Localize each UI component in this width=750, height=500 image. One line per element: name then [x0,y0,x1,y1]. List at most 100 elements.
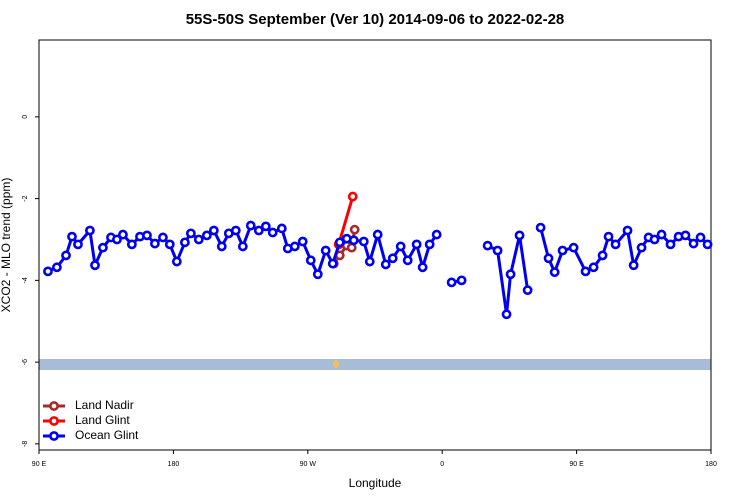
point [446,277,457,288]
x-axis-label: Longitude [349,476,402,490]
point [514,230,525,241]
point [112,234,122,245]
point [253,225,264,236]
point [327,258,338,269]
point [358,236,369,247]
point [610,239,621,250]
point [164,239,175,250]
point [628,260,639,271]
point [424,239,435,250]
point [320,245,331,256]
point [665,239,676,250]
point [580,266,591,277]
point [179,237,190,248]
point [85,225,95,236]
point [535,222,546,233]
point [267,227,278,238]
point [372,229,383,240]
point [126,239,137,250]
point [230,225,241,236]
legend-marker [49,401,59,411]
point [201,230,212,241]
point [237,241,248,252]
point [680,230,691,241]
point [557,245,568,256]
x-tick-label: 90 W [300,461,317,468]
point [185,228,196,239]
point [297,236,308,247]
point [492,245,503,256]
x-tick-label: 0 [440,461,444,468]
point [43,266,53,277]
point [482,240,493,251]
series-line [337,196,355,245]
point [411,239,422,250]
point [349,224,360,235]
point [402,255,413,266]
point [289,241,300,252]
point [90,260,100,271]
point [568,242,579,253]
point [656,229,667,240]
point [67,231,77,242]
point [387,253,398,264]
point [158,232,168,243]
point [522,285,533,296]
point [142,230,152,241]
point [695,232,706,243]
point [245,220,256,231]
point [597,250,608,261]
point [208,225,219,236]
legend-label: Land Nadir [75,398,134,412]
point [52,262,62,273]
point [702,239,713,250]
point [688,238,699,249]
point [171,256,182,267]
point [417,262,428,273]
point [305,255,316,266]
legend-marker [49,416,59,426]
point [622,225,633,236]
point [73,239,83,250]
y-tick-label: -6 [22,359,29,365]
point [395,241,406,252]
y-tick-label: -4 [22,277,29,283]
point [312,269,323,280]
point [149,238,160,249]
point [347,191,358,202]
point [549,267,560,278]
point [260,221,271,232]
land-speck [333,360,339,368]
point [636,242,647,253]
point [193,234,204,245]
point [216,241,227,252]
y-tick-label: -8 [22,441,29,447]
point [501,309,512,320]
y-tick-label: -2 [22,195,29,201]
point [543,253,554,264]
point [603,231,614,242]
point [348,235,359,246]
x-tick-label: 90 E [569,461,584,468]
point [61,250,71,261]
land-strip [39,359,711,370]
point [98,242,108,253]
point [649,234,660,245]
chart-title: 55S-50S September (Ver 10) 2014-09-06 to… [186,11,565,28]
point [588,262,599,273]
point [334,237,345,248]
point [118,229,128,240]
legend-label: Land Glint [75,413,130,427]
point [431,229,442,240]
x-tick-label: 90 E [32,461,47,468]
point [505,269,516,280]
legend-label: Ocean Glint [75,428,139,442]
legend-marker [49,431,59,441]
point [276,223,287,234]
x-tick-label: 180 [168,461,180,468]
y-axis-label: XCO2 - MLO trend (ppm) [0,178,13,313]
point [456,275,467,286]
point [364,256,375,267]
